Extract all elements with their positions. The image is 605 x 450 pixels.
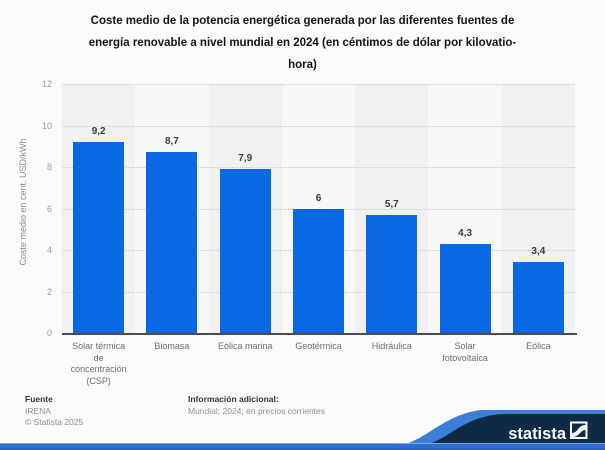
additional-info-block: Información adicional: Mundial; 2024; en… — [188, 394, 325, 417]
gridline — [62, 84, 575, 85]
y-axis-tick-label: 4 — [46, 245, 52, 255]
y-axis-tick-labels: 0 2 4 6 8 10 12 — [0, 79, 52, 338]
x-axis-label: Solar fotovoltaica — [442, 341, 488, 363]
bar-value-label: 6 — [315, 192, 322, 204]
bar-value-label: 9,2 — [91, 126, 106, 138]
bar-value-label: 3,4 — [531, 246, 546, 258]
x-axis-label: Eólica marina — [217, 341, 273, 351]
y-axis-tick-label: 12 — [41, 79, 52, 89]
bar — [439, 243, 491, 333]
x-axis-labels: Solar térmica de concentración (CSP) Biom… — [62, 341, 575, 391]
gridline — [62, 125, 575, 127]
bottom-stripe-shadow — [0, 448, 605, 450]
bar-value-label: 4,3 — [458, 227, 473, 239]
x-axis-label: Solar térmica de concentración (CSP) — [70, 341, 127, 386]
y-axis-tick-label: 6 — [46, 203, 52, 214]
bar-value-label: 7,9 — [238, 153, 253, 165]
swoosh-navy-shape — [396, 414, 605, 450]
bar-value-label: 8,7 — [164, 136, 179, 148]
statista-logo-icon — [570, 421, 588, 439]
bottom-stripe — [0, 444, 605, 449]
bar — [366, 214, 418, 333]
chart-title: Coste medio de la potencia energética ge… — [88, 15, 517, 71]
bar — [219, 169, 271, 333]
bar — [73, 142, 125, 333]
x-axis-baseline — [62, 333, 577, 335]
y-axis-tick-label: 8 — [46, 162, 52, 172]
copyright-text: © Statista 2025 — [25, 417, 84, 427]
additional-info-text: Mundial; 2024; en precios corrientes — [188, 405, 326, 416]
x-axis-label: Eólica — [526, 341, 551, 351]
bar — [146, 152, 198, 333]
statista-logo-text: statista — [508, 425, 567, 443]
gridline — [62, 167, 575, 168]
x-axis-label: Hidráulica — [371, 341, 412, 351]
bar — [293, 208, 344, 333]
bottom-stripe-highlight — [0, 443, 605, 445]
bar-value-label: 5,7 — [384, 198, 399, 210]
y-axis-tick-label: 2 — [46, 286, 52, 297]
x-axis-label: Geotérmica — [295, 341, 342, 351]
source-name: IRENA — [25, 405, 51, 416]
additional-info-label: Información adicional: — [188, 394, 279, 404]
y-axis-tick-label: 0 — [46, 328, 52, 338]
plot-area: 9,2 8,7 7,9 6 5,7 4,3 3,4 — [62, 84, 577, 335]
source-block: Fuente IRENA © Statista 2025 — [25, 394, 83, 429]
y-axis-tick-label: 10 — [41, 120, 52, 131]
bar — [512, 262, 564, 333]
source-label: Fuente — [25, 394, 53, 404]
x-axis-label: Biomasa — [154, 341, 190, 351]
statista-branding-banner: statista — [0, 410, 605, 450]
